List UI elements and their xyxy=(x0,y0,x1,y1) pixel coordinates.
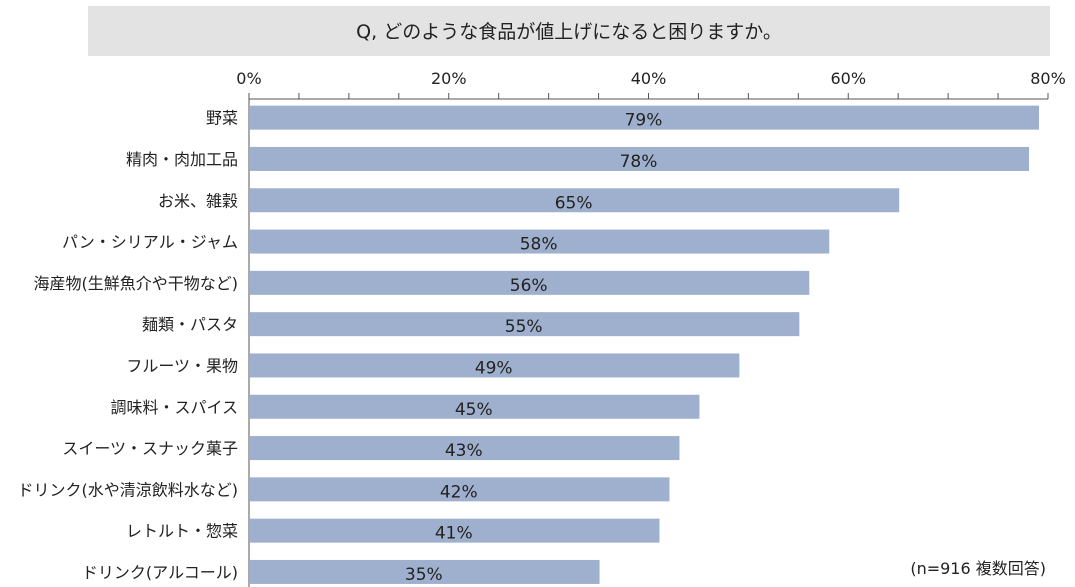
category-label: レトルト・惣菜 xyxy=(126,522,238,541)
category-label: フルーツ・果物 xyxy=(126,356,238,375)
bar xyxy=(250,312,800,337)
x-tick-label: 80% xyxy=(1030,69,1066,88)
value-label: 56% xyxy=(510,276,548,296)
category-label: 海産物(生鮮魚介や干物など) xyxy=(34,274,239,293)
x-tick-label: 0% xyxy=(236,69,261,88)
category-label: パン・シリアル・ジャム xyxy=(62,233,238,252)
chart-title: Q, どのような食品が値上げになると困りますか。 xyxy=(356,21,782,43)
bars: 野菜 79% 精肉・肉加工品 78% お米、雑穀 65% パン・シリアル・ジャム 58% 海産物… xyxy=(18,105,1040,585)
bar xyxy=(250,105,1040,130)
x-axis: 0% 20% 40% 60% 80% xyxy=(236,69,1066,587)
value-label: 58% xyxy=(520,235,558,255)
category-label: 麺類・パスタ xyxy=(142,315,238,334)
category-label: スイーツ・スナック菓子 xyxy=(62,439,238,458)
value-label: 43% xyxy=(445,441,483,461)
bar xyxy=(250,518,660,543)
category-label: 野菜 xyxy=(206,109,238,128)
category-label: お米、雑穀 xyxy=(158,191,238,210)
title-background xyxy=(88,6,1050,56)
bar xyxy=(250,394,700,419)
sample-note: (n=916 複数回答) xyxy=(910,559,1046,578)
bar xyxy=(250,229,830,254)
category-label: 精肉・肉加工品 xyxy=(126,150,238,169)
x-tick-label: 60% xyxy=(830,69,866,88)
category-label: ドリンク(水や清涼飲料水など) xyxy=(18,480,239,499)
x-tick-label: 40% xyxy=(631,69,667,88)
x-tick-label: 20% xyxy=(431,69,467,88)
bar xyxy=(250,559,600,584)
value-label: 55% xyxy=(505,317,543,337)
value-label: 35% xyxy=(405,565,443,585)
value-label: 79% xyxy=(625,111,663,131)
value-label: 45% xyxy=(455,400,493,420)
category-label: ドリンク(アルコール) xyxy=(82,563,238,582)
bar xyxy=(250,477,670,502)
bar xyxy=(250,270,810,295)
value-label: 78% xyxy=(620,152,658,172)
value-label: 49% xyxy=(475,358,513,378)
value-label: 42% xyxy=(440,482,478,502)
bar xyxy=(250,353,740,378)
value-label: 41% xyxy=(435,524,473,544)
value-label: 65% xyxy=(555,193,593,213)
bar xyxy=(250,436,680,461)
category-label: 調味料・スパイス xyxy=(110,398,238,417)
bar xyxy=(250,188,900,213)
bar xyxy=(250,146,1030,171)
